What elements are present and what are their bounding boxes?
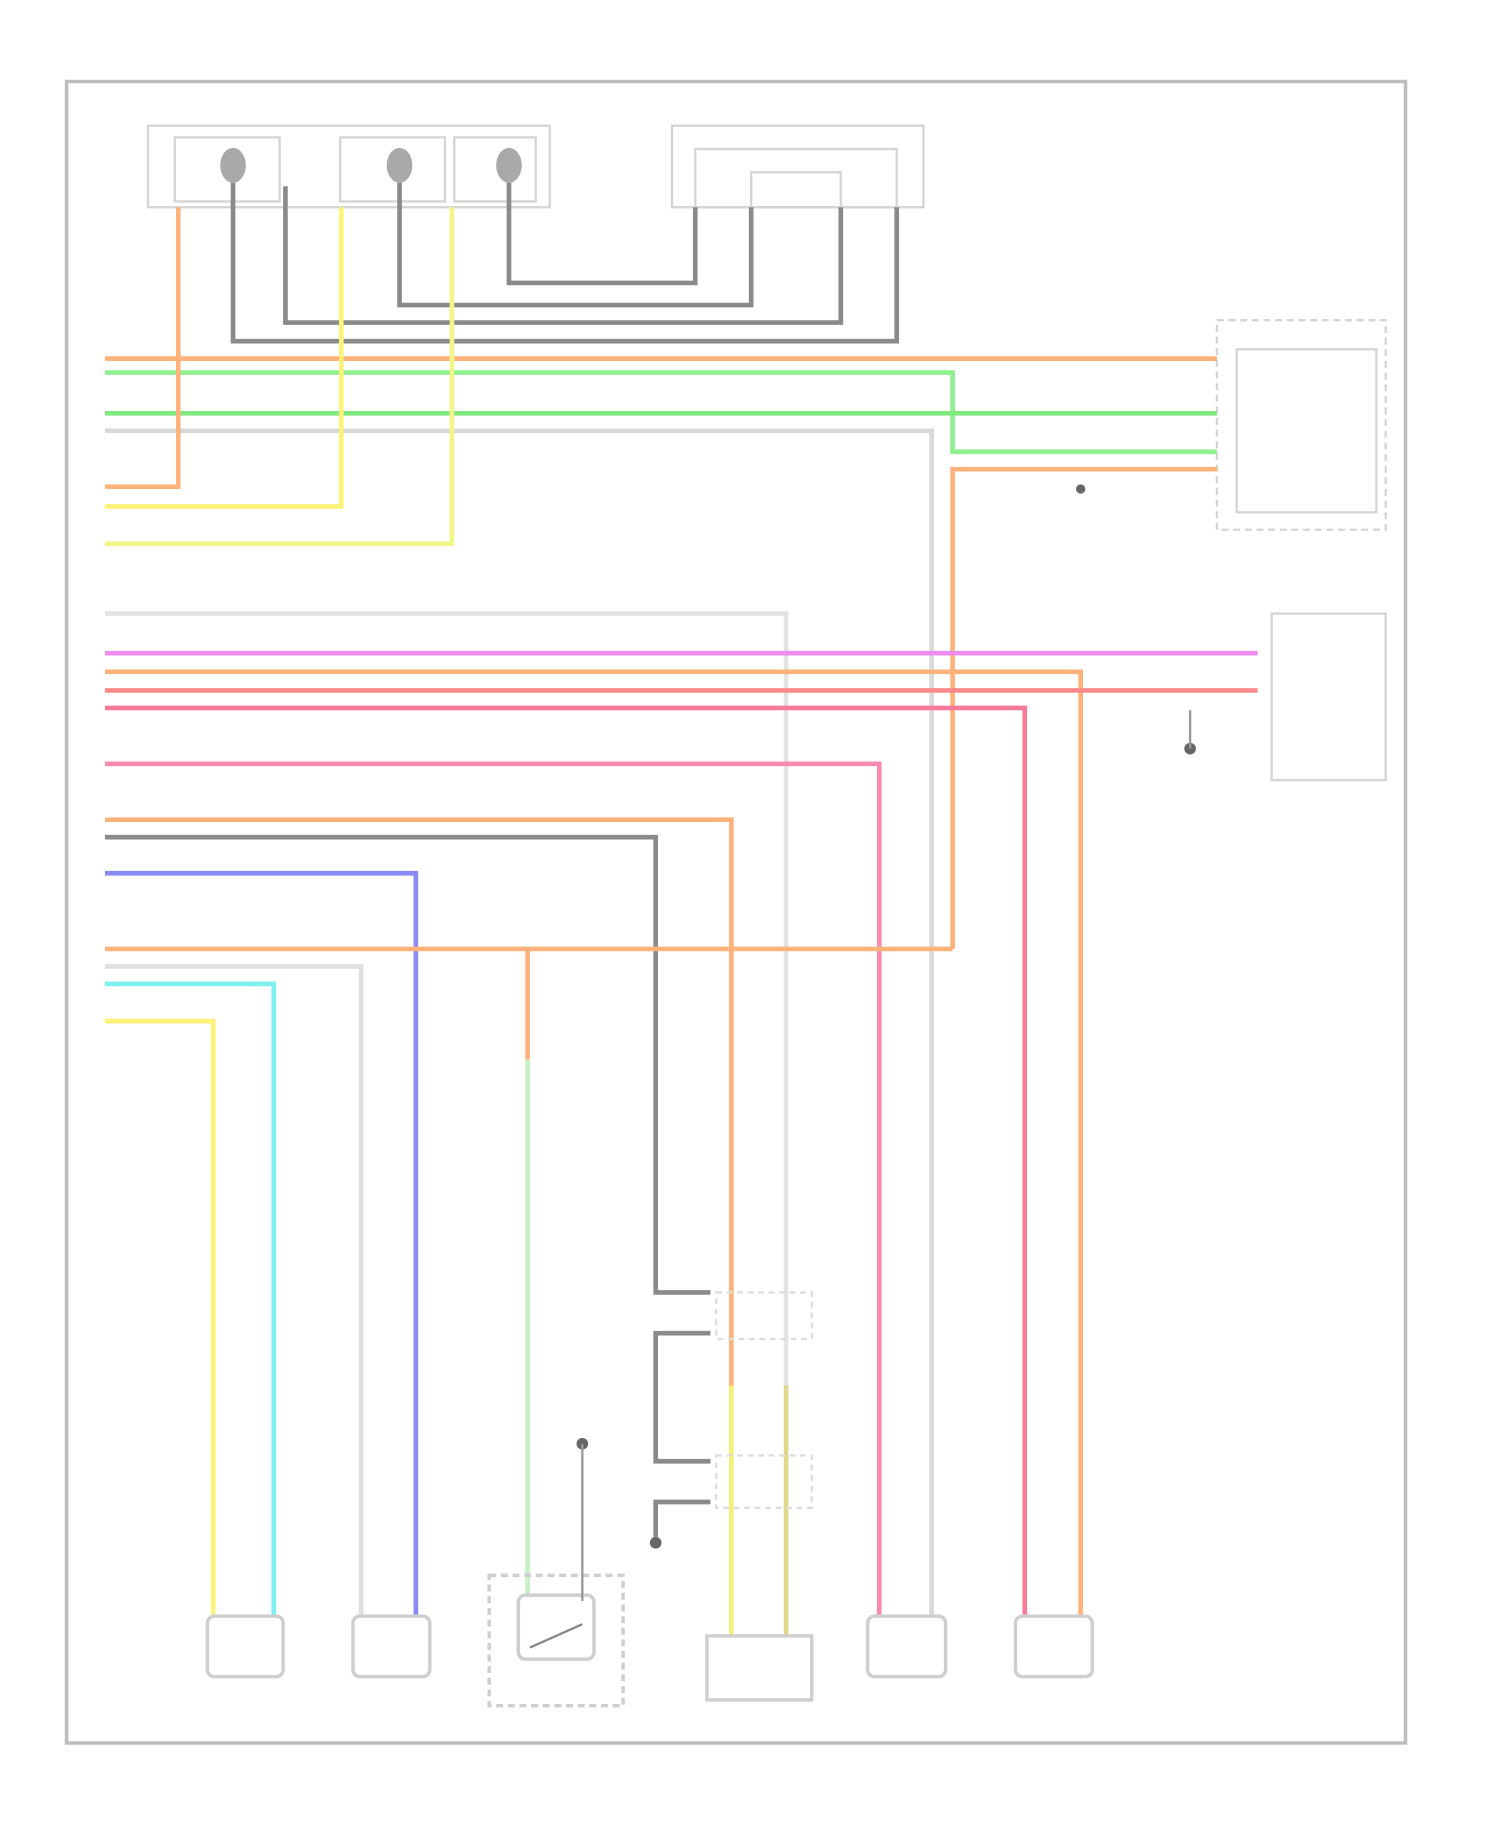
ground-icon bbox=[649, 1536, 662, 1549]
switch-contact bbox=[529, 1623, 583, 1649]
sensor-icons bbox=[220, 147, 522, 183]
wire-gray-b bbox=[104, 611, 789, 1386]
wire-yellow-up bbox=[104, 207, 344, 509]
wire-blue bbox=[104, 870, 419, 1619]
wire-lime-up bbox=[104, 207, 455, 547]
right-upper-module-inner bbox=[1235, 348, 1378, 514]
sensor-component bbox=[865, 1614, 948, 1679]
shielded-sensor-wire bbox=[283, 186, 844, 325]
top-right-connector bbox=[670, 124, 925, 209]
wire-orange-c bbox=[104, 669, 1083, 1619]
wire-orange-bridge bbox=[950, 466, 1217, 949]
wire-gray-a bbox=[104, 428, 934, 1619]
wire-orange-e bbox=[104, 946, 953, 1060]
shielded-sensor-wire bbox=[397, 182, 754, 308]
shielded-sensor-wire bbox=[230, 182, 900, 344]
sensor-component bbox=[1013, 1614, 1095, 1679]
sensor-icon bbox=[496, 147, 522, 183]
buzzer-component bbox=[705, 1634, 814, 1702]
sensor-icon bbox=[386, 147, 413, 183]
top-left-connector bbox=[146, 124, 551, 209]
right-upper-module bbox=[1215, 319, 1387, 531]
sensor-icon bbox=[220, 147, 246, 183]
wire-orange-d bbox=[104, 817, 734, 1386]
wire-orange-up bbox=[104, 207, 181, 490]
sensor-component bbox=[205, 1614, 285, 1679]
wire-dark-gray bbox=[104, 834, 711, 1537]
intermediate-connectors bbox=[715, 1291, 813, 1509]
diagram-frame bbox=[64, 79, 1408, 1745]
wire-pink-red bbox=[104, 705, 1028, 1619]
wire-yellow bbox=[104, 1018, 216, 1619]
switch-component-inner bbox=[516, 1593, 596, 1661]
wire-pink bbox=[104, 761, 882, 1619]
sensor-component bbox=[351, 1614, 432, 1679]
bottom-components bbox=[205, 1573, 1095, 1708]
switch-component bbox=[487, 1573, 625, 1708]
wire-cyan bbox=[104, 981, 277, 1619]
ground-icon bbox=[1076, 484, 1086, 494]
wires bbox=[104, 182, 1258, 1636]
shielded-sensor-wire bbox=[506, 182, 698, 286]
wire-gray-c bbox=[104, 964, 364, 1619]
right-lower-module bbox=[1270, 612, 1387, 782]
